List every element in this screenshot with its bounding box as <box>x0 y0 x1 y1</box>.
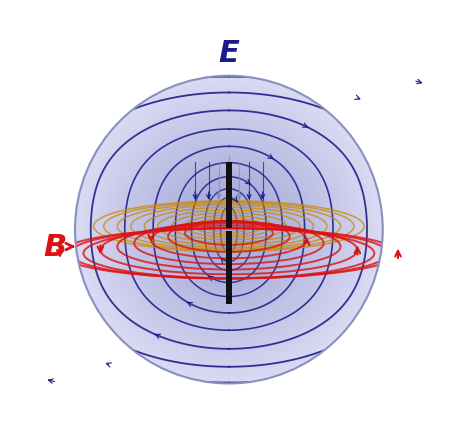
Circle shape <box>147 148 311 312</box>
Circle shape <box>75 77 383 384</box>
Circle shape <box>121 123 337 338</box>
Circle shape <box>116 117 342 343</box>
Bar <box>226 231 232 304</box>
Bar <box>226 163 232 229</box>
Circle shape <box>173 174 285 286</box>
Circle shape <box>142 143 316 317</box>
Circle shape <box>188 189 270 271</box>
Circle shape <box>157 159 301 302</box>
Circle shape <box>198 199 260 261</box>
Circle shape <box>91 92 367 368</box>
Circle shape <box>167 169 291 292</box>
Circle shape <box>178 179 280 281</box>
Circle shape <box>100 102 357 358</box>
Circle shape <box>131 133 326 327</box>
Circle shape <box>203 205 255 256</box>
Circle shape <box>209 210 249 251</box>
Circle shape <box>80 82 378 378</box>
Circle shape <box>182 184 275 276</box>
Circle shape <box>191 192 267 268</box>
Text: E: E <box>219 39 239 68</box>
Circle shape <box>224 225 234 235</box>
Circle shape <box>106 107 352 353</box>
Text: B: B <box>43 233 66 261</box>
Circle shape <box>111 113 347 348</box>
Circle shape <box>85 87 373 373</box>
Circle shape <box>152 153 306 307</box>
Circle shape <box>126 128 331 332</box>
Circle shape <box>213 215 244 245</box>
Circle shape <box>137 138 321 322</box>
Circle shape <box>162 163 296 297</box>
Circle shape <box>219 220 239 240</box>
Circle shape <box>193 194 265 266</box>
Circle shape <box>96 97 362 363</box>
